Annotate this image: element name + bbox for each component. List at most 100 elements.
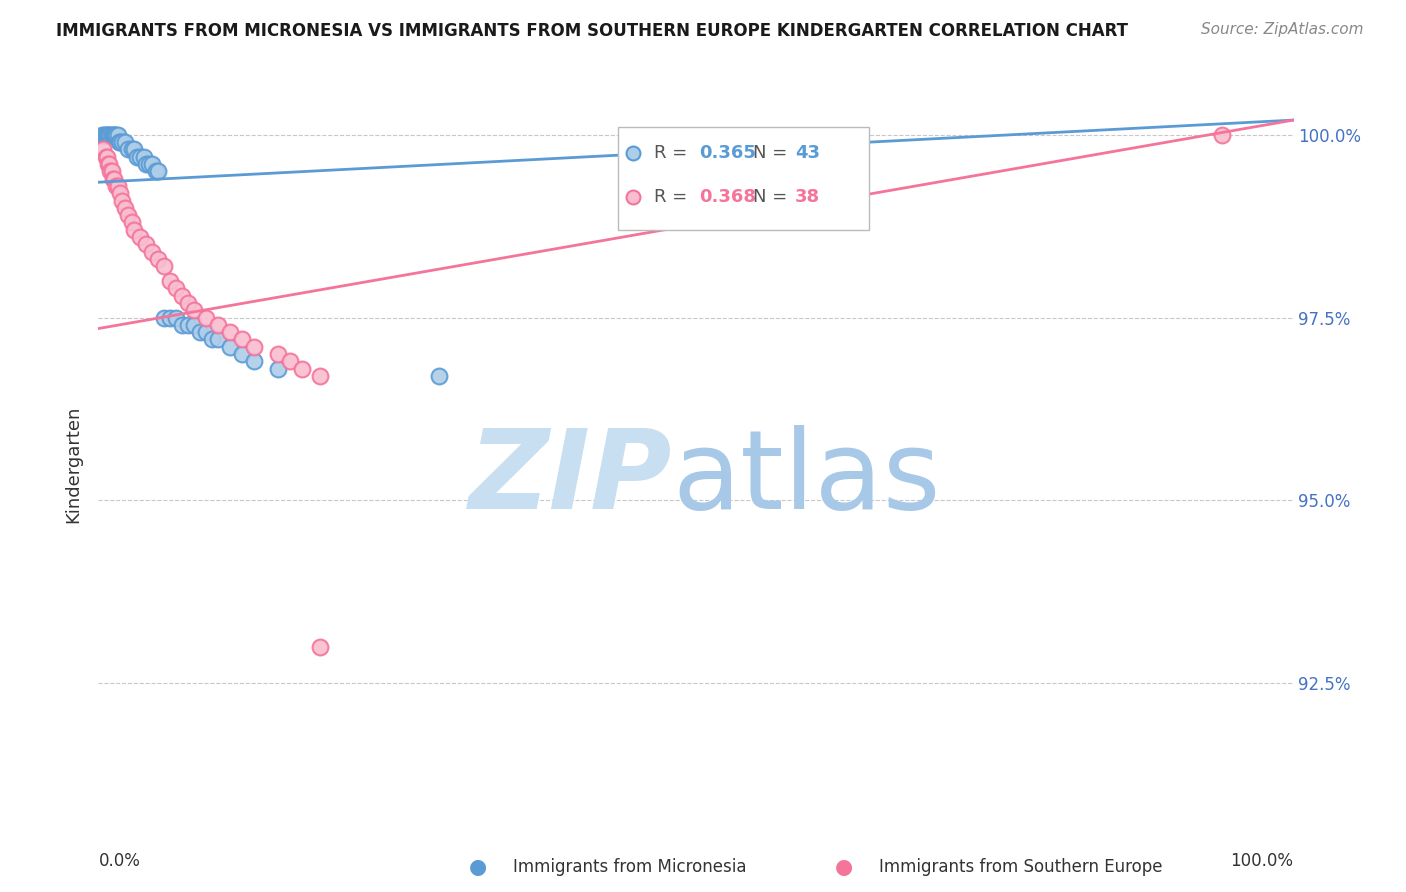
Point — [194, 310, 218, 325]
Point — [138, 157, 160, 171]
Point — [267, 361, 290, 376]
Point — [308, 369, 330, 384]
Point — [308, 640, 330, 654]
Point — [98, 164, 122, 178]
Point — [104, 128, 127, 142]
Text: N =: N = — [754, 144, 793, 162]
Point — [107, 128, 129, 142]
Point — [177, 318, 200, 332]
Point — [207, 333, 229, 347]
Point — [153, 310, 176, 325]
Point — [177, 296, 200, 310]
Point — [278, 354, 301, 368]
Point — [121, 142, 143, 156]
Point — [97, 128, 120, 142]
Point — [107, 178, 129, 193]
Point — [231, 347, 253, 361]
Point — [159, 274, 181, 288]
Y-axis label: Kindergarten: Kindergarten — [65, 405, 83, 523]
Point — [159, 310, 181, 325]
Text: ZIP: ZIP — [468, 425, 672, 532]
Point — [132, 150, 155, 164]
Point — [183, 318, 205, 332]
Point — [231, 333, 253, 347]
Point — [1211, 128, 1233, 142]
Text: ●: ● — [835, 857, 852, 877]
Point — [117, 208, 139, 222]
Point — [121, 215, 143, 229]
Point — [93, 128, 115, 142]
Point — [188, 325, 211, 339]
Point — [243, 354, 266, 368]
Point — [108, 186, 131, 201]
Point — [219, 325, 242, 339]
Text: IMMIGRANTS FROM MICRONESIA VS IMMIGRANTS FROM SOUTHERN EUROPE KINDERGARTEN CORRE: IMMIGRANTS FROM MICRONESIA VS IMMIGRANTS… — [56, 22, 1128, 40]
Point — [135, 237, 157, 252]
Point — [135, 157, 157, 171]
Point — [100, 164, 122, 178]
Point — [100, 128, 122, 142]
Point — [108, 135, 131, 149]
Point — [98, 128, 121, 142]
Point — [145, 164, 167, 178]
Point — [148, 164, 170, 178]
Point — [243, 340, 266, 354]
Point — [153, 260, 176, 274]
Point — [165, 310, 187, 325]
Text: 0.368: 0.368 — [700, 188, 756, 206]
Point — [105, 178, 128, 193]
Point — [101, 171, 124, 186]
Point — [267, 347, 290, 361]
Point — [194, 325, 218, 339]
Point — [96, 128, 118, 142]
Point — [124, 142, 146, 156]
Text: 0.365: 0.365 — [700, 144, 756, 162]
Text: 43: 43 — [796, 144, 820, 162]
Point — [124, 223, 146, 237]
Point — [111, 194, 134, 208]
Point — [107, 135, 129, 149]
Point — [114, 201, 136, 215]
Point — [98, 128, 122, 142]
Point — [117, 142, 139, 156]
Point — [141, 157, 163, 171]
Point — [114, 135, 136, 149]
Text: R =: R = — [654, 144, 693, 162]
FancyBboxPatch shape — [619, 128, 869, 230]
Point — [141, 244, 163, 259]
Point — [183, 303, 205, 318]
Point — [129, 150, 152, 164]
Point — [291, 361, 314, 376]
Point — [94, 150, 117, 164]
Text: 100.0%: 100.0% — [1230, 852, 1294, 870]
Point — [98, 157, 121, 171]
Point — [125, 150, 148, 164]
Text: ●: ● — [470, 857, 486, 877]
Text: R =: R = — [654, 188, 693, 206]
Text: 0.0%: 0.0% — [98, 852, 141, 870]
Point — [94, 128, 117, 142]
Point — [111, 135, 134, 149]
Point — [103, 171, 125, 186]
Point — [101, 128, 124, 142]
Point — [148, 252, 170, 266]
Text: Immigrants from Southern Europe: Immigrants from Southern Europe — [879, 858, 1163, 876]
Point — [91, 128, 114, 142]
Point — [427, 369, 450, 384]
Text: Source: ZipAtlas.com: Source: ZipAtlas.com — [1201, 22, 1364, 37]
Point — [165, 281, 187, 295]
Text: atlas: atlas — [672, 425, 941, 532]
Point — [96, 150, 118, 164]
Point — [172, 288, 194, 302]
Point — [105, 128, 128, 142]
Point — [103, 128, 125, 142]
Text: N =: N = — [754, 188, 793, 206]
Point — [91, 142, 114, 156]
Point — [97, 157, 120, 171]
Point — [207, 318, 229, 332]
Text: Immigrants from Micronesia: Immigrants from Micronesia — [513, 858, 747, 876]
Point — [201, 333, 224, 347]
Point — [129, 230, 152, 244]
Point — [219, 340, 242, 354]
Point — [172, 318, 194, 332]
